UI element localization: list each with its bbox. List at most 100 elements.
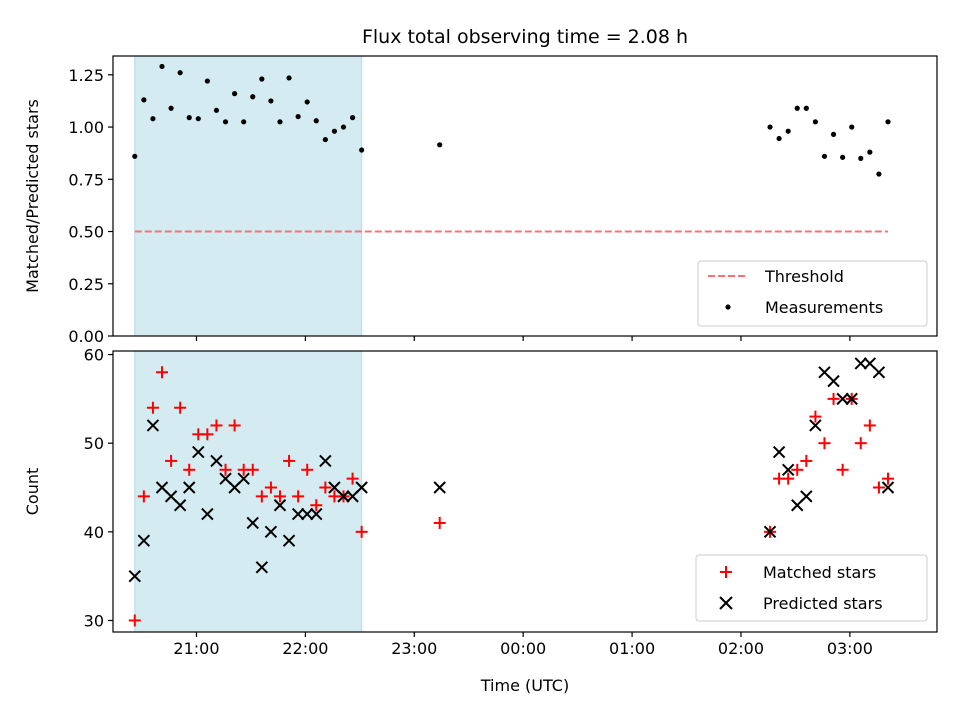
measurement-point xyxy=(359,147,365,153)
bottom-y-ticks: 30 40 50 60 xyxy=(84,346,113,630)
measurement-point xyxy=(858,155,864,161)
matched-star-point xyxy=(301,463,314,476)
measurement-point xyxy=(177,70,183,76)
measurement-point xyxy=(222,119,229,125)
measurement-point xyxy=(150,116,156,122)
measurement-point xyxy=(794,105,800,111)
predicted-star-point xyxy=(763,525,777,539)
predicted-star-point xyxy=(319,454,332,468)
predicted-star-point xyxy=(433,481,446,494)
measurement-point xyxy=(277,119,283,125)
matched-star-point xyxy=(146,401,159,414)
predicted-star-point xyxy=(128,569,141,583)
y-tick-label: 1.00 xyxy=(68,118,104,137)
predicted-star-point xyxy=(854,357,867,370)
measurement-point xyxy=(213,107,220,113)
predicted-star-point xyxy=(192,445,205,459)
matched-star-point xyxy=(800,454,813,467)
matched-star-point xyxy=(255,490,268,503)
predicted-star-point xyxy=(246,516,259,530)
matched-star-point xyxy=(273,490,286,503)
predicted-star-point xyxy=(210,454,223,468)
measurement-point xyxy=(840,154,846,160)
bottom-y-axis-label: Count xyxy=(23,468,42,516)
measurement-point xyxy=(876,171,882,177)
predicted-star-point xyxy=(809,419,822,432)
measurement-point xyxy=(295,113,301,120)
measurement-point xyxy=(259,76,265,82)
predicted-star-point xyxy=(881,481,895,494)
predicted-star-point xyxy=(173,499,187,512)
measurement-point xyxy=(241,119,247,125)
x-tick-label: 02:00 xyxy=(718,639,764,658)
measurement-point xyxy=(250,94,256,100)
matched-star-point xyxy=(165,454,178,467)
predicted-star-point xyxy=(282,534,296,547)
matched-star-point xyxy=(210,419,223,432)
predicted-star-point xyxy=(337,490,350,503)
predicted-star-point xyxy=(355,481,368,494)
measurement-point xyxy=(767,124,773,130)
legend-measurements-label: Measurements xyxy=(765,298,883,317)
predicted-star-point xyxy=(836,392,849,406)
predicted-star-point xyxy=(255,561,269,574)
top-y-axis-label: Matched/Predicted stars xyxy=(23,99,42,293)
top-y-ticks: 0.00 0.25 0.50 0.75 1.00 1.25 xyxy=(68,66,113,346)
top-axes-frame xyxy=(112,55,938,337)
legend-measurements-swatch xyxy=(725,304,731,310)
matched-star-point xyxy=(128,614,141,627)
matched-star-point xyxy=(137,490,150,503)
measurement-point xyxy=(322,136,328,143)
predicted-star-point xyxy=(827,374,840,388)
top-legend-box xyxy=(697,260,928,327)
matched-star-point xyxy=(219,463,232,476)
matched-star-point xyxy=(156,366,169,379)
y-tick-label: 0.75 xyxy=(68,170,104,189)
measurement-point xyxy=(821,153,828,159)
predicted-star-point xyxy=(183,481,196,494)
matched-star-point xyxy=(881,472,894,485)
legend-matched-swatch xyxy=(720,566,732,578)
bottom-axes-frame xyxy=(112,350,938,633)
matched-star-point xyxy=(346,472,359,485)
matched-star-point xyxy=(854,437,867,450)
top-shaded-span xyxy=(134,55,363,337)
bottom-shaded-span xyxy=(134,350,363,633)
y-tick-label: 50 xyxy=(84,434,104,453)
matched-star-point xyxy=(809,410,822,423)
predicted-stars-points xyxy=(128,357,895,583)
top-legend: Threshold Measurements xyxy=(697,260,928,327)
matched-star-point xyxy=(228,419,241,432)
legend-predicted-label: Predicted stars xyxy=(763,594,883,613)
measurement-point xyxy=(885,119,891,125)
matched-star-point xyxy=(310,499,323,512)
measurement-point xyxy=(867,149,873,155)
bottom-x-ticks: 21:00 22:00 23:00 00:00 01:00 02:00 03:00 xyxy=(173,632,873,658)
measurement-point xyxy=(313,118,319,124)
matched-star-point xyxy=(791,463,804,476)
measurement-point xyxy=(304,99,310,105)
bottom-panel: 30 40 50 60 21:00 22:00 23:00 00:00 01:00 02:00 0… xyxy=(23,346,938,695)
measurement-point xyxy=(195,116,201,122)
measurement-point xyxy=(159,63,165,70)
matched-star-point xyxy=(872,481,885,494)
legend-matched-label: Matched stars xyxy=(763,563,876,582)
matched-star-point xyxy=(292,490,305,503)
measurement-point xyxy=(331,128,338,134)
y-tick-label: 0.50 xyxy=(68,223,104,242)
x-tick-label: 23:00 xyxy=(391,639,437,658)
bottom-legend-box xyxy=(695,554,928,622)
measurement-point xyxy=(268,98,274,104)
measurement-point xyxy=(776,135,782,142)
predicted-star-point xyxy=(264,525,278,539)
predicted-star-point xyxy=(273,499,287,512)
matched-star-point xyxy=(174,401,187,414)
matched-star-point xyxy=(264,481,277,494)
top-panel: 0.00 0.25 0.50 0.75 1.00 1.25 Matched/Predict… xyxy=(23,55,938,346)
measurement-point xyxy=(785,128,791,134)
predicted-star-point xyxy=(872,366,886,379)
matched-star-point xyxy=(201,428,214,441)
matched-star-point xyxy=(246,463,259,476)
predicted-star-point xyxy=(781,463,795,476)
